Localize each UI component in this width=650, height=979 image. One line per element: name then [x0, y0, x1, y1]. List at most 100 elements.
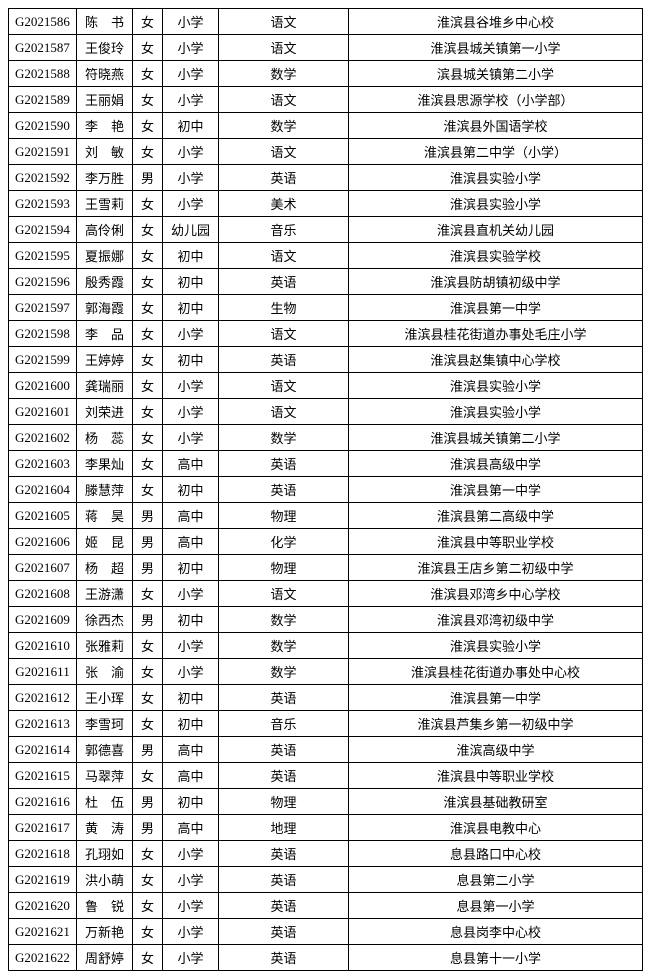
- cell-school: 淮滨县中等职业学校: [349, 529, 643, 555]
- cell-subject: 数学: [219, 659, 349, 685]
- cell-sex: 女: [133, 659, 163, 685]
- cell-id: G2021597: [9, 295, 77, 321]
- cell-school: 淮滨县直机关幼儿园: [349, 217, 643, 243]
- cell-stage: 小学: [163, 425, 219, 451]
- cell-name: 刘 敏: [77, 139, 133, 165]
- cell-sex: 女: [133, 35, 163, 61]
- cell-name: 李万胜: [77, 165, 133, 191]
- cell-name: 洪小萌: [77, 867, 133, 893]
- cell-subject: 英语: [219, 893, 349, 919]
- cell-sex: 女: [133, 633, 163, 659]
- cell-name: 夏振娜: [77, 243, 133, 269]
- cell-id: G2021605: [9, 503, 77, 529]
- cell-sex: 女: [133, 581, 163, 607]
- cell-name: 杜 伍: [77, 789, 133, 815]
- table-row: G2021621万新艳女小学英语息县岗李中心校: [9, 919, 643, 945]
- cell-school: 淮滨县第二高级中学: [349, 503, 643, 529]
- cell-name: 王游潇: [77, 581, 133, 607]
- cell-school: 淮滨县实验学校: [349, 243, 643, 269]
- table-row: G2021600龚瑞丽女小学语文淮滨县实验小学: [9, 373, 643, 399]
- cell-stage: 小学: [163, 581, 219, 607]
- cell-name: 马翠萍: [77, 763, 133, 789]
- cell-school: 淮滨县第一中学: [349, 685, 643, 711]
- cell-subject: 英语: [219, 945, 349, 971]
- cell-school: 淮滨县城关镇第一小学: [349, 35, 643, 61]
- cell-name: 殷秀霞: [77, 269, 133, 295]
- table-row: G2021618孔珝如女小学英语息县路口中心校: [9, 841, 643, 867]
- cell-sex: 女: [133, 243, 163, 269]
- cell-stage: 高中: [163, 763, 219, 789]
- table-row: G2021608王游潇女小学语文淮滨县邓湾乡中心学校: [9, 581, 643, 607]
- cell-id: G2021588: [9, 61, 77, 87]
- cell-school: 息县岗李中心校: [349, 919, 643, 945]
- cell-id: G2021587: [9, 35, 77, 61]
- table-row: G2021609徐西杰男初中数学淮滨县邓湾初级中学: [9, 607, 643, 633]
- cell-school: 息县第十一小学: [349, 945, 643, 971]
- cell-name: 李雪珂: [77, 711, 133, 737]
- table-row: G2021586陈 书女小学语文淮滨县谷堆乡中心校: [9, 9, 643, 35]
- cell-school: 淮滨县第二中学（小学）: [349, 139, 643, 165]
- cell-school: 淮滨县谷堆乡中心校: [349, 9, 643, 35]
- cell-sex: 女: [133, 61, 163, 87]
- cell-name: 鲁 锐: [77, 893, 133, 919]
- cell-name: 王丽娟: [77, 87, 133, 113]
- table-row: G2021611张 渝女小学数学淮滨县桂花街道办事处中心校: [9, 659, 643, 685]
- cell-sex: 女: [133, 425, 163, 451]
- table-row: G2021603李果灿女高中英语淮滨县高级中学: [9, 451, 643, 477]
- cell-name: 杨 超: [77, 555, 133, 581]
- cell-id: G2021614: [9, 737, 77, 763]
- cell-subject: 语文: [219, 581, 349, 607]
- cell-name: 张雅莉: [77, 633, 133, 659]
- table-row: G2021587王俊玲女小学语文淮滨县城关镇第一小学: [9, 35, 643, 61]
- table-row: G2021599王婷婷女初中英语淮滨县赵集镇中心学校: [9, 347, 643, 373]
- table-row: G2021615马翠萍女高中英语淮滨县中等职业学校: [9, 763, 643, 789]
- cell-name: 高伶俐: [77, 217, 133, 243]
- cell-id: G2021618: [9, 841, 77, 867]
- cell-name: 李果灿: [77, 451, 133, 477]
- cell-stage: 高中: [163, 503, 219, 529]
- cell-school: 淮滨县桂花街道办事处毛庄小学: [349, 321, 643, 347]
- cell-name: 刘荣进: [77, 399, 133, 425]
- cell-subject: 英语: [219, 477, 349, 503]
- cell-subject: 英语: [219, 685, 349, 711]
- cell-id: G2021593: [9, 191, 77, 217]
- cell-sex: 女: [133, 373, 163, 399]
- cell-name: 万新艳: [77, 919, 133, 945]
- cell-subject: 英语: [219, 867, 349, 893]
- cell-stage: 初中: [163, 685, 219, 711]
- cell-school: 淮滨县邓湾乡中心学校: [349, 581, 643, 607]
- cell-sex: 女: [133, 763, 163, 789]
- cell-id: G2021609: [9, 607, 77, 633]
- table-row: G2021589王丽娟女小学语文淮滨县思源学校（小学部）: [9, 87, 643, 113]
- cell-name: 郭德喜: [77, 737, 133, 763]
- cell-subject: 语文: [219, 87, 349, 113]
- table-row: G2021597郭海霞女初中生物淮滨县第一中学: [9, 295, 643, 321]
- cell-id: G2021602: [9, 425, 77, 451]
- table-row: G2021616杜 伍男初中物理淮滨县基础教研室: [9, 789, 643, 815]
- cell-school: 淮滨县思源学校（小学部）: [349, 87, 643, 113]
- cell-school: 淮滨县基础教研室: [349, 789, 643, 815]
- cell-sex: 女: [133, 919, 163, 945]
- cell-subject: 音乐: [219, 217, 349, 243]
- table-row: G2021607杨 超男初中物理淮滨县王店乡第二初级中学: [9, 555, 643, 581]
- table-row: G2021590李 艳女初中数学淮滨县外国语学校: [9, 113, 643, 139]
- table-row: G2021591刘 敏女小学语文淮滨县第二中学（小学）: [9, 139, 643, 165]
- cell-subject: 语文: [219, 243, 349, 269]
- cell-sex: 男: [133, 737, 163, 763]
- cell-school: 淮滨县王店乡第二初级中学: [349, 555, 643, 581]
- cell-id: G2021611: [9, 659, 77, 685]
- cell-sex: 男: [133, 503, 163, 529]
- cell-name: 孔珝如: [77, 841, 133, 867]
- cell-sex: 男: [133, 607, 163, 633]
- table-row: G2021610张雅莉女小学数学淮滨县实验小学: [9, 633, 643, 659]
- cell-sex: 女: [133, 269, 163, 295]
- cell-subject: 地理: [219, 815, 349, 841]
- cell-stage: 高中: [163, 815, 219, 841]
- cell-sex: 女: [133, 321, 163, 347]
- cell-id: G2021603: [9, 451, 77, 477]
- cell-stage: 初中: [163, 477, 219, 503]
- teacher-table: G2021586陈 书女小学语文淮滨县谷堆乡中心校G2021587王俊玲女小学语…: [8, 8, 643, 971]
- cell-stage: 初中: [163, 607, 219, 633]
- cell-school: 淮滨县高级中学: [349, 451, 643, 477]
- cell-id: G2021620: [9, 893, 77, 919]
